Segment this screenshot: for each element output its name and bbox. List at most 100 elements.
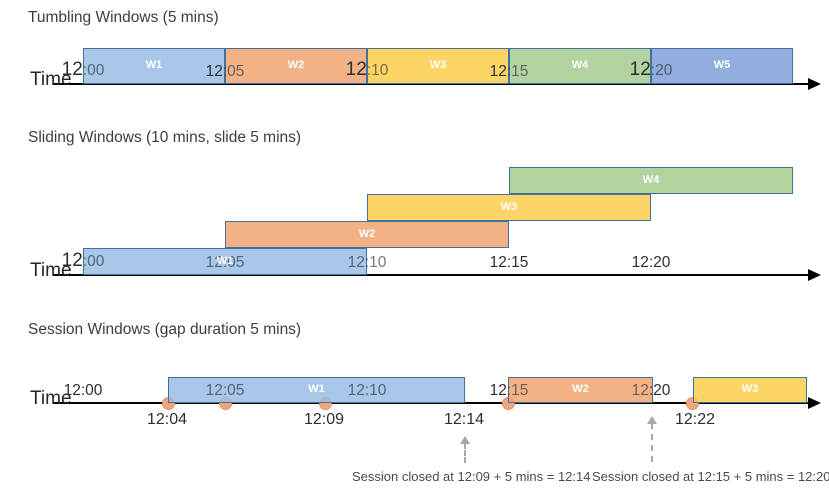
tick-minute-part: :00 [82, 253, 105, 270]
axis-tick-label: 12:15 [490, 63, 529, 81]
axis-tick-label: 12:10 [348, 382, 387, 400]
axis-tick-label: 12:05 [206, 63, 245, 81]
window-bar-w5 [651, 48, 793, 84]
window-label-w1: W1 [308, 383, 325, 395]
event-time-label: 12:09 [303, 411, 345, 428]
tick-minute-part: :15 [506, 63, 529, 80]
window-bar-w3 [367, 194, 651, 221]
window-bar-w4 [509, 48, 651, 84]
axis-tick-label: 12:00 [62, 59, 105, 81]
event-dot-1222 [685, 396, 699, 410]
tick-hour-part: 12 [205, 63, 223, 80]
axis-tick-label: 12:05 [206, 254, 245, 272]
tick-hour-part: 12 [63, 382, 81, 399]
axis-tick-label: 12:20 [632, 254, 671, 272]
event-time-label: 12:22 [674, 411, 716, 428]
tick-hour-part: 12 [629, 59, 651, 80]
time-axis-label: Time [30, 388, 72, 409]
window-label-w5: W5 [713, 59, 731, 71]
tick-hour-part: 12 [489, 382, 507, 399]
tick-minute-part: :05 [222, 63, 245, 80]
window-bar-w2 [225, 48, 367, 84]
time-axis-label: Time [30, 69, 72, 90]
time-axis-line [53, 83, 808, 85]
tick-minute-part: :00 [82, 62, 105, 79]
tick-hour-part: 12 [61, 59, 83, 80]
axis-tick-label: 12:10 [346, 59, 389, 81]
axis-tick-label: 12:20 [630, 59, 673, 81]
tick-minute-part: :10 [366, 62, 389, 79]
tick-minute-part: :20 [650, 62, 673, 79]
axis-tick-label: 12:05 [206, 382, 245, 400]
event-dot-1205 [218, 396, 232, 410]
tick-hour-part: 12 [489, 63, 507, 80]
axis-tick-label: 12:15 [490, 254, 529, 272]
tick-minute-part: :05 [222, 254, 245, 271]
tick-hour-part: 12 [61, 250, 83, 271]
annotation-arrowhead-icon [647, 416, 657, 424]
window-label-w3: W3 [500, 201, 518, 213]
tick-minute-part: :15 [506, 382, 529, 399]
tick-minute-part: :10 [364, 382, 387, 399]
tick-hour-part: 12 [631, 382, 649, 399]
event-dot-1215 [501, 396, 515, 410]
time-axis-arrowhead-icon [808, 78, 821, 90]
tick-minute-part: :20 [648, 254, 671, 271]
tick-hour-part: 12 [205, 382, 223, 399]
time-axis-line [53, 274, 808, 276]
window-label-w4: W4 [571, 59, 589, 71]
section-title-sliding: Sliding Windows (10 mins, slide 5 mins) [28, 129, 302, 146]
time-axis-label: Time [30, 260, 72, 281]
window-label-w2: W2 [287, 59, 305, 71]
window-label-w2: W2 [572, 383, 589, 395]
window-label-w1: W1 [216, 255, 234, 267]
time-axis-line [53, 402, 808, 404]
axis-tick-label: 12:00 [64, 382, 103, 400]
event-time-label: 12:04 [146, 411, 188, 428]
window-bar-w1 [83, 248, 367, 275]
annotation-text: Session closed at 12:09 + 5 mins = 12:14 [352, 469, 591, 484]
window-label-w3: W3 [741, 383, 759, 395]
tick-hour-part: 12 [205, 254, 223, 271]
axis-tick-label: 12:15 [490, 382, 529, 400]
tick-minute-part: :05 [222, 382, 245, 399]
window-bar-w1 [168, 377, 465, 403]
section-title-tumbling: Tumbling Windows (5 mins) [28, 9, 219, 26]
tick-hour-part: 12 [347, 382, 365, 399]
window-bar-w3 [367, 48, 509, 84]
annotation-arrow-line [651, 423, 653, 462]
window-label-w1: W1 [145, 59, 163, 71]
axis-tick-label: 12:20 [632, 382, 671, 400]
axis-tick-label: 12:00 [62, 250, 105, 272]
tick-minute-part: :20 [648, 382, 671, 399]
tick-hour-part: 12 [631, 254, 649, 271]
tick-minute-part: :15 [506, 254, 529, 271]
event-dot-1209 [318, 396, 332, 410]
window-label-w4: W4 [642, 174, 660, 186]
window-bar-w1 [83, 48, 225, 84]
tick-hour-part: 12 [345, 59, 367, 80]
window-bar-w3 [693, 377, 807, 403]
annotation-text: Session closed at 12:15 + 5 mins = 12:20 [592, 469, 829, 484]
tick-minute-part: :10 [364, 254, 387, 271]
tick-hour-part: 12 [489, 254, 507, 271]
event-time-label: 12:14 [443, 411, 485, 428]
section-title-session: Session Windows (gap duration 5 mins) [28, 321, 302, 338]
window-label-w3: W3 [429, 59, 447, 71]
window-label-w2: W2 [358, 228, 376, 240]
time-axis-arrowhead-icon [808, 397, 821, 409]
axis-tick-label: 12:10 [348, 254, 387, 272]
window-bar-w2 [225, 221, 509, 248]
annotation-arrow-line [464, 443, 466, 463]
window-bar-w2 [508, 377, 653, 403]
tick-hour-part: 12 [347, 254, 365, 271]
annotation-arrowhead-icon [460, 436, 470, 444]
window-bar-w4 [509, 167, 793, 194]
event-dot-1204 [161, 396, 175, 410]
time-axis-arrowhead-icon [808, 269, 821, 281]
tick-minute-part: :00 [80, 382, 103, 399]
